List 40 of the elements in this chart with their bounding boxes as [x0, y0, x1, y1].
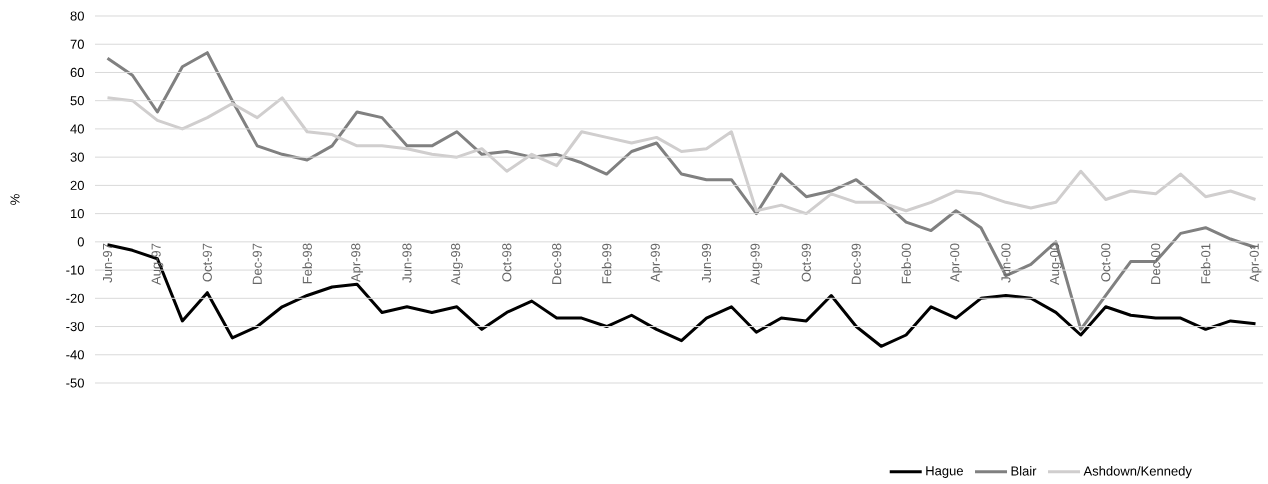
y-tick-label: -10	[66, 265, 84, 275]
line-series	[105, 96, 1257, 216]
y-tick-label: 30	[70, 152, 84, 162]
x-tick-label: Apr-99	[650, 243, 663, 283]
x-tick-label: Feb-00	[901, 243, 911, 284]
x-tick-label: Apr-00	[950, 243, 962, 283]
legend-label: Blair	[1011, 466, 1037, 476]
x-tick-label: Oct-98	[502, 243, 512, 282]
x-tick-label: Feb-99	[601, 243, 612, 284]
y-tick-label: 50	[70, 96, 84, 106]
x-tick-label: Feb-01	[1200, 243, 1211, 284]
x-tick-label: Dec-97	[252, 243, 262, 284]
x-tick-label: Jun-98	[402, 243, 412, 283]
x-tick-label: Aug-97	[151, 243, 164, 285]
x-tick-label: Apr-98	[351, 243, 363, 283]
y-tick-label: 60	[70, 67, 84, 78]
y-axis-title: %	[10, 194, 20, 205]
y-tick-label: 10	[70, 209, 84, 219]
x-tick-label: Aug-99	[750, 243, 763, 285]
legend-label: Ashdown/Kennedy	[1083, 466, 1192, 479]
x-tick-label: Apr-01	[1249, 243, 1262, 283]
x-tick-label: Jun-97	[102, 243, 113, 283]
legend-label: Hague	[926, 466, 963, 478]
x-tick-label: Dec-98	[552, 243, 562, 284]
x-tick-label: Feb-98	[302, 243, 312, 284]
x-tick-label: Jun-99	[701, 243, 712, 283]
y-tick-label: 80	[70, 11, 84, 21]
x-tick-label: Oct-97	[202, 243, 212, 282]
y-tick-label: 40	[70, 124, 84, 134]
y-tick-label: -20	[66, 293, 84, 303]
x-tick-label: Oct-00	[1101, 243, 1111, 282]
y-tick-label: 0	[77, 237, 84, 247]
y-tick-label: 20	[70, 180, 84, 190]
y-tick-label: -30	[66, 321, 84, 332]
x-tick-label: Oct-99	[801, 243, 811, 282]
y-tick-label: -40	[66, 350, 84, 360]
y-tick-label: 70	[70, 39, 84, 49]
x-tick-label: Dec-99	[851, 243, 861, 284]
x-tick-label: Aug-98	[450, 243, 463, 285]
y-tick-label: -50	[66, 378, 84, 388]
